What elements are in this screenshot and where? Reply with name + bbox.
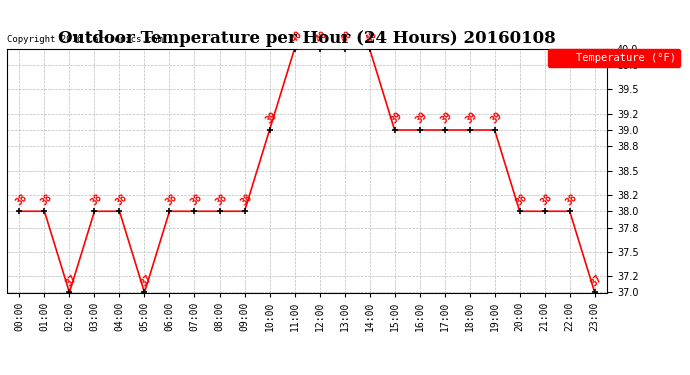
Text: 38: 38 — [564, 192, 580, 207]
Text: 37: 37 — [64, 273, 79, 288]
Text: 40: 40 — [289, 29, 304, 45]
Text: Copyright 2016 Cartronics.com: Copyright 2016 Cartronics.com — [7, 35, 163, 44]
Text: 38: 38 — [239, 192, 255, 207]
Legend: Temperature (°F): Temperature (°F) — [548, 49, 680, 68]
Text: 39: 39 — [464, 111, 480, 126]
Text: 38: 38 — [114, 192, 129, 207]
Text: 39: 39 — [439, 111, 455, 126]
Title: Outdoor Temperature per Hour (24 Hours) 20160108: Outdoor Temperature per Hour (24 Hours) … — [58, 30, 556, 47]
Text: 40: 40 — [314, 29, 329, 45]
Text: 37: 37 — [139, 273, 155, 288]
Text: 38: 38 — [164, 192, 179, 207]
Text: 40: 40 — [364, 29, 380, 45]
Text: 39: 39 — [489, 111, 504, 126]
Text: 38: 38 — [539, 192, 555, 207]
Text: 38: 38 — [14, 192, 29, 207]
Text: 38: 38 — [514, 192, 529, 207]
Text: 39: 39 — [264, 111, 279, 126]
Text: 38: 38 — [189, 192, 204, 207]
Text: 40: 40 — [339, 29, 355, 45]
Text: 38: 38 — [39, 192, 55, 207]
Text: 39: 39 — [414, 111, 429, 126]
Text: 38: 38 — [89, 192, 104, 207]
Text: 38: 38 — [214, 192, 229, 207]
Text: 37: 37 — [589, 273, 604, 288]
Text: 39: 39 — [389, 111, 404, 126]
